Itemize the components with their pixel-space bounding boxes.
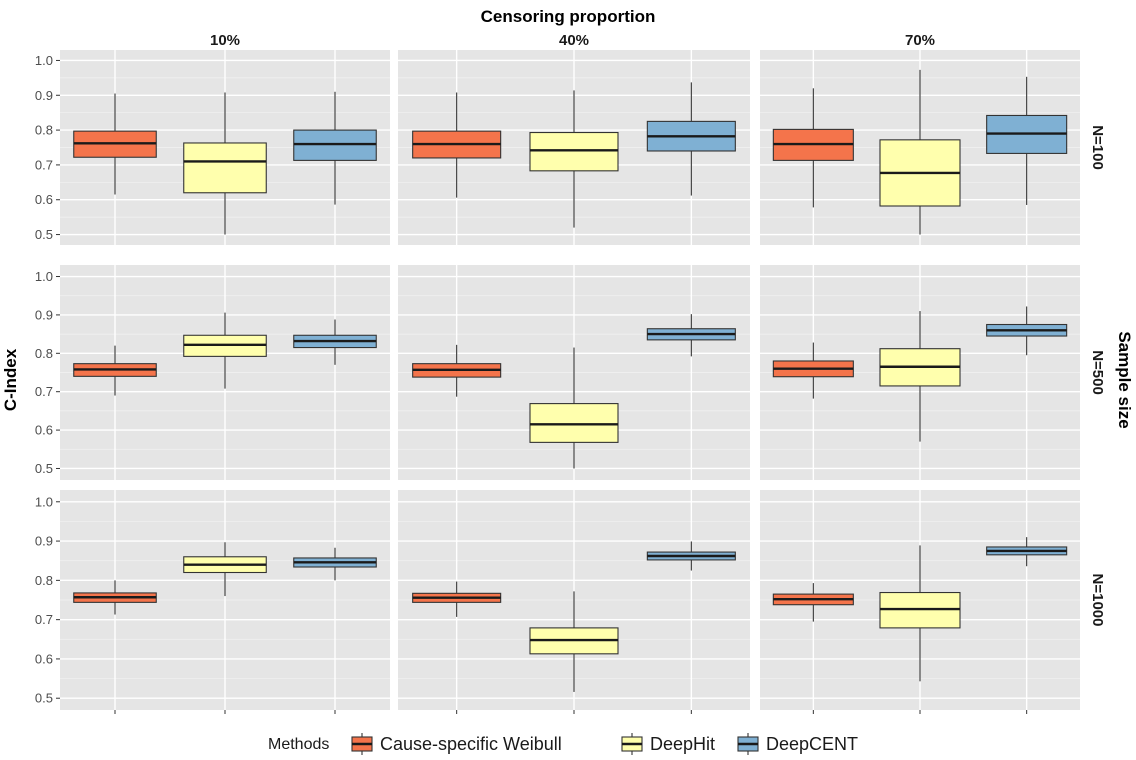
y-tick-label: 0.8 [35,123,53,138]
row-strip-label: N=500 [1089,350,1106,395]
column-strip-label: 40% [559,32,589,49]
panel: 0.5 0.6 0.7 0.8 0.9 1.0 [35,50,390,245]
row-strip-label: N=100 [1089,125,1106,170]
legend-item: DeepHit [621,733,715,755]
right-axis-title: Sample size [1115,331,1134,428]
legend-label: Cause-specific Weibull [380,734,562,754]
y-tick-label: 0.9 [35,534,53,549]
y-tick-label: 0.7 [35,157,53,172]
y-axis-title: C-Index [1,348,20,411]
y-tick-label: 0.9 [35,307,53,322]
box-iqr [529,403,619,443]
panel: 0.5 0.6 0.7 0.8 0.9 1.0 [35,265,390,480]
y-tick-label: 0.7 [35,384,53,399]
panel [398,50,750,245]
legend-item: Cause-specific Weibull [351,733,562,755]
column-strip-label: 10% [210,32,240,49]
legend-title: Methods [268,736,329,753]
y-tick-label: 0.6 [35,423,53,438]
box-iqr [293,129,377,161]
y-tick-label: 0.6 [35,651,53,666]
box-iqr [183,142,267,194]
panel: 0.5 0.6 0.7 0.8 0.9 1.0 [35,490,390,714]
panel [398,265,750,480]
y-tick-label: 0.6 [35,192,53,207]
panels: 10% 40% 70% N=100 N=500 N=1000 0.5 0.6 0.7 0.8 0.9… [35,32,1106,714]
y-tick-label: 1.0 [35,53,53,68]
chart-title: Censoring proportion [481,7,656,26]
y-tick-label: 0.8 [35,573,53,588]
panel [760,265,1080,480]
panel [398,490,750,714]
y-tick-label: 1.0 [35,269,53,284]
legend-item: DeepCENT [737,733,858,755]
row-strip-label: N=1000 [1089,574,1106,627]
legend-label: DeepHit [650,734,715,754]
y-tick-label: 0.7 [35,612,53,627]
y-tick-label: 0.9 [35,88,53,103]
y-tick-label: 0.5 [35,227,53,242]
y-tick-label: 0.5 [35,461,53,476]
y-tick-label: 0.8 [35,346,53,361]
legend-label: DeepCENT [766,734,858,754]
legend: Methods Cause-specific Weibull DeepHit Dee… [268,733,858,755]
y-tick-label: 0.5 [35,691,53,706]
panel [760,50,1080,245]
panel [760,490,1080,714]
box-iqr [529,131,619,172]
y-tick-label: 1.0 [35,494,53,509]
column-strip-label: 70% [905,32,935,49]
